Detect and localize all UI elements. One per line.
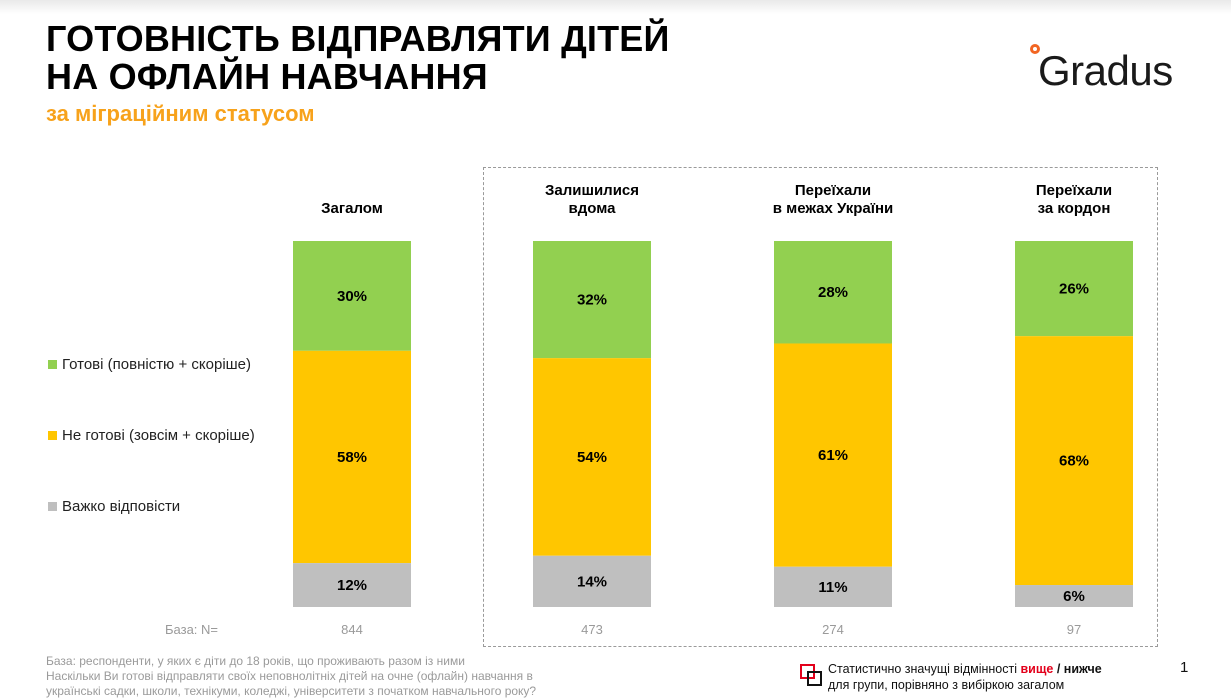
column-label-2-line-1: Залишилися — [544, 182, 640, 199]
significance-separator: / — [1053, 662, 1064, 676]
page-subtitle: за міграційним статусом — [46, 101, 315, 126]
data-label-ready-4: 26% — [1059, 281, 1089, 298]
data-label-hard-1: 12% — [337, 577, 367, 594]
data-label-not_ready-1: 58% — [337, 449, 367, 466]
legend-item-not-ready: Не готові (зовсім + скоріше) — [48, 427, 255, 444]
column-label-3-line-1: Переїхали — [794, 182, 872, 199]
bar-not_ready-2 — [533, 358, 651, 556]
legend-label-hard: Важко відповісти — [62, 498, 181, 515]
data-label-ready-2: 32% — [577, 292, 607, 309]
legend-swatch-not-ready — [48, 431, 57, 440]
bar-ready-1 — [293, 241, 411, 351]
footnote-line-3: українські садки, школи, технікуми, коле… — [46, 684, 537, 698]
bar-hard-4 — [1015, 585, 1133, 607]
bar-hard-3 — [774, 566, 892, 607]
significance-line-2: для групи, порівняно з вибіркою загалом — [828, 678, 1065, 692]
bar-hard-1 — [293, 563, 411, 607]
significance-line-1: Статистично значущі відмінності вище / н… — [828, 661, 1102, 677]
data-label-ready-1: 30% — [337, 288, 367, 305]
column-label-1-line-1: Загалом — [321, 200, 383, 217]
bar-ready-2 — [533, 241, 651, 359]
column-label-4: Переїхали за кордон — [974, 182, 1174, 218]
data-label-not_ready-4: 68% — [1059, 453, 1089, 470]
base-value-2: 473 — [581, 622, 603, 637]
data-label-ready-3: 28% — [818, 284, 848, 301]
legend-swatch-hard — [48, 502, 57, 511]
data-label-not_ready-3: 61% — [818, 447, 848, 464]
legend-label-ready: Готові (повністю + скоріше) — [62, 356, 252, 373]
footnote-line-2: Наскільки Ви готові відправляти своїх не… — [46, 669, 533, 683]
bar-not_ready-1 — [293, 350, 411, 564]
column-label-1: Загалом — [252, 200, 452, 218]
column-label-3: Переїхали в межах України — [733, 182, 933, 218]
significance-icon — [800, 664, 822, 686]
significance-legend: Статистично значущі відмінності вище / н… — [828, 661, 1102, 693]
base-label: База: N= — [165, 622, 219, 637]
bar-hard-2 — [533, 555, 651, 607]
data-label-not_ready-2: 54% — [577, 449, 607, 466]
title-line-1: ГОТОВНІСТЬ ВІДПРАВЛЯТИ ДІТЕЙ — [46, 18, 670, 59]
legend-swatch-ready — [48, 360, 57, 369]
page-title: ГОТОВНІСТЬ ВІДПРАВЛЯТИ ДІТЕЙ НА ОФЛАЙН Н… — [46, 20, 670, 96]
top-bar — [0, 0, 1231, 14]
column-label-4-line-1: Переїхали — [1035, 182, 1113, 199]
bar-ready-4 — [1015, 241, 1133, 337]
title-line-2: НА ОФЛАЙН НАВЧАННЯ — [46, 56, 488, 97]
bar-not_ready-4 — [1015, 336, 1133, 586]
data-label-hard-4: 6% — [1063, 588, 1085, 605]
base-value-4: 97 — [1066, 622, 1082, 637]
significance-prefix: Статистично значущі відмінності — [828, 662, 1021, 676]
data-label-hard-3: 11% — [818, 579, 847, 596]
base-value-1: 844 — [341, 622, 363, 637]
base-value-3: 274 — [822, 622, 844, 637]
column-label-2-line-2: вдома — [568, 200, 616, 217]
legend-item-ready: Готові (повністю + скоріше) — [48, 356, 251, 373]
logo-dot-icon — [1030, 44, 1040, 54]
footnote: База: респонденти, у яких є діти до 18 р… — [46, 654, 536, 699]
column-label-3-line-2: в межах України — [772, 200, 894, 217]
column-label-2: Залишилися вдома — [492, 182, 692, 218]
column-label-4-line-2: за кордон — [1037, 200, 1111, 217]
bar-ready-3 — [774, 241, 892, 344]
bar-not_ready-3 — [774, 343, 892, 567]
legend-item-hard: Важко відповісти — [48, 498, 180, 515]
significance-lower: нижче — [1063, 662, 1102, 676]
logo-text: Gradus — [1038, 47, 1173, 94]
footnote-line-1: База: респонденти, у яких є діти до 18 р… — [46, 654, 465, 668]
gradus-logo: Gradus — [1030, 44, 1200, 96]
significance-higher: вище — [1020, 662, 1054, 676]
data-label-hard-2: 14% — [577, 573, 607, 590]
migration-groups-frame — [483, 167, 1158, 647]
legend-label-not-ready: Не готові (зовсім + скоріше) — [62, 427, 255, 444]
page-number: 1 — [1180, 659, 1189, 676]
